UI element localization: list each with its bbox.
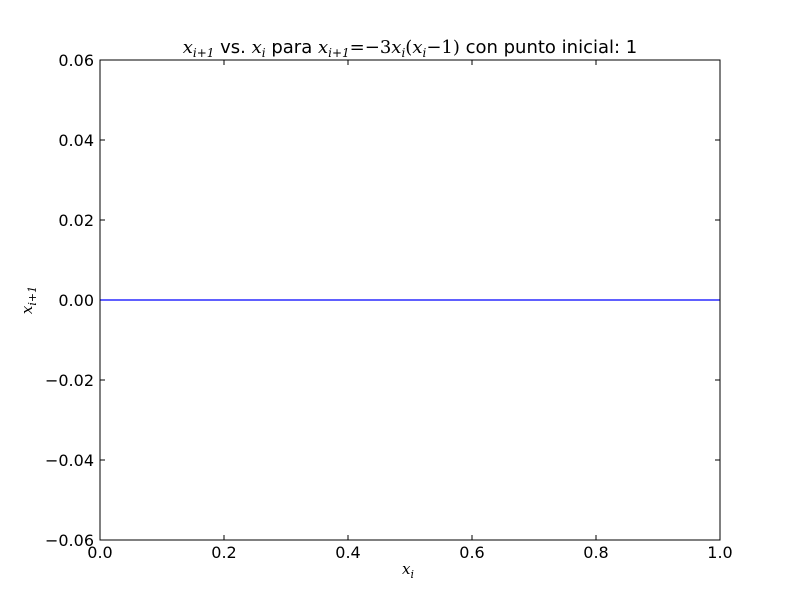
title-rhs: x [252,37,262,58]
y-axis-label-sub: i+1 [26,286,39,306]
title-eq-paren: ( [405,37,412,58]
title-eq-x2-sub: i [401,46,405,60]
chart-title: xi+1 vs. xi para xi+1=−3xi(xi−1) con pun… [183,37,638,60]
x-tick-label: 0.2 [211,543,236,562]
title-rhs-sub: i [262,46,266,60]
title-lhs: x [183,37,193,58]
x-tick-label: 1.0 [707,543,732,562]
title-eq-x3: x [412,37,422,58]
title-eq-x-sub: i+1 [328,46,350,60]
y-tick-label: −0.02 [45,371,94,390]
y-tick-label: −0.06 [45,531,94,550]
title-eq-x: x [318,37,328,58]
title-eq-mid: =−3 [350,37,392,58]
x-tick-label: 0.8 [583,543,608,562]
y-tick-label: 0.02 [58,211,94,230]
x-axis-label: xi [402,560,414,581]
y-tick-label: 0.00 [58,291,94,310]
x-tick-label: 0.6 [459,543,484,562]
title-eq-x3-sub: i [422,46,426,60]
y-tick-label: −0.04 [45,451,94,470]
title-eq-x2: x [391,37,401,58]
x-axis-label-sub: i [410,568,414,581]
x-tick-label: 0.4 [335,543,360,562]
y-tick-label: 0.06 [58,51,94,70]
title-vs: vs. [214,37,251,58]
title-lhs-sub: i+1 [193,46,215,60]
x-axis-label-main: x [402,560,411,578]
x-tick-label: 0.0 [87,543,112,562]
y-axis-label: xi+1 [18,286,39,314]
axis-tick-labels: 0.0 0.2 0.4 0.6 0.8 1.0 0.06 0.04 0.02 0.00 −0.02 −… [45,51,733,562]
title-suffix: con punto inicial: 1 [460,37,637,58]
y-axis-label-main: x [18,305,36,314]
title-para: para [266,37,318,58]
y-tick-label: 0.04 [58,131,94,150]
title-eq-tail: −1) [426,37,460,58]
plot-frame [99,59,721,541]
